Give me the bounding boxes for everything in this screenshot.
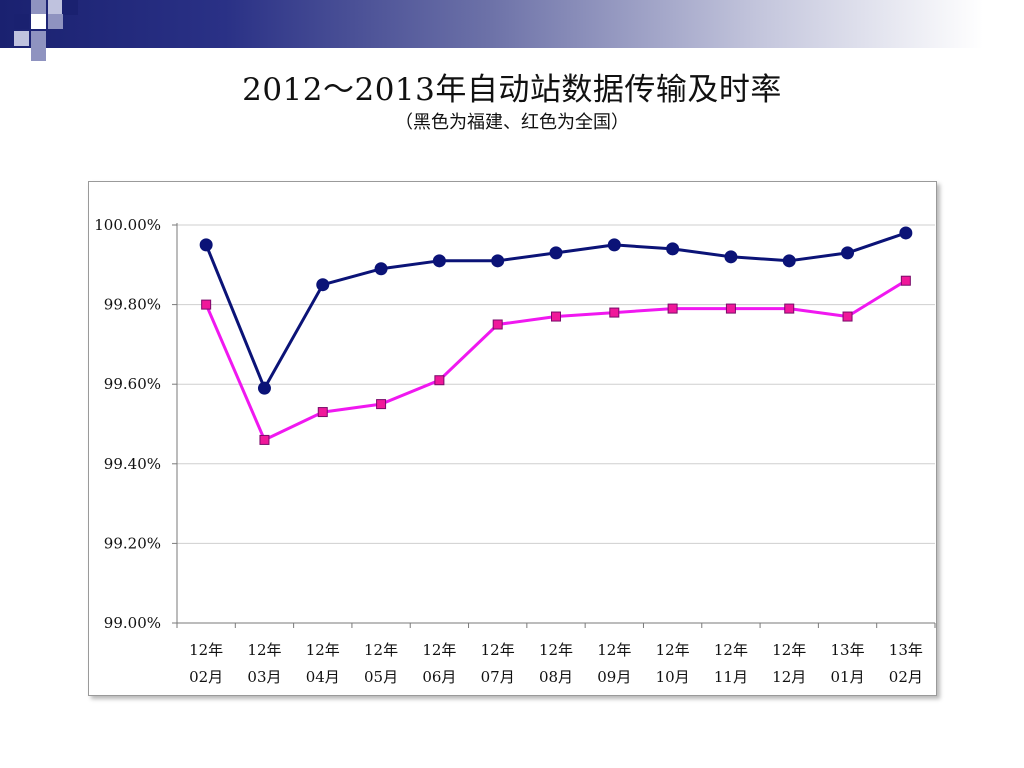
x-tick-label-year: 12年 bbox=[656, 641, 690, 659]
slide-title: 2012～2013年自动站数据传输及时率 bbox=[242, 72, 782, 108]
series-1-point bbox=[199, 238, 213, 252]
series-2-point bbox=[609, 307, 620, 318]
series-2-point bbox=[201, 299, 212, 310]
series-2-point bbox=[259, 434, 270, 445]
slide-subtitle: （黑色为福建、红色为全国） bbox=[395, 112, 629, 133]
series-1-point bbox=[257, 381, 271, 395]
x-tick-label-month: 02月 bbox=[189, 668, 223, 686]
x-tick-label-month: 08月 bbox=[539, 668, 573, 686]
series-1-point bbox=[724, 250, 738, 264]
series-1-point bbox=[549, 246, 563, 260]
x-tick-label-year: 12年 bbox=[247, 641, 281, 659]
header-band bbox=[0, 0, 1024, 48]
series-1-point bbox=[491, 254, 505, 268]
series-2-point bbox=[434, 375, 445, 386]
series-2-point bbox=[376, 399, 387, 410]
y-tick-label: 99.60% bbox=[104, 375, 161, 393]
x-tick-label-year: 12年 bbox=[306, 641, 340, 659]
series-1-point bbox=[432, 254, 446, 268]
x-tick-label-year: 13年 bbox=[889, 641, 923, 659]
series-1-point bbox=[782, 254, 796, 268]
x-tick-label-month: 09月 bbox=[597, 668, 631, 686]
series-2-point bbox=[842, 311, 853, 322]
y-tick-label: 100.00% bbox=[94, 216, 161, 234]
x-tick-label-year: 12年 bbox=[714, 641, 748, 659]
x-tick-label-year: 12年 bbox=[772, 641, 806, 659]
x-tick-label-month: 04月 bbox=[306, 668, 340, 686]
series-1-point bbox=[899, 226, 913, 240]
x-tick-label-year: 12年 bbox=[364, 641, 398, 659]
x-tick-label-month: 01月 bbox=[830, 668, 864, 686]
chart-frame: 99.00% 99.20% 99.40% 99.60% 99.80% 100.00% 12年… bbox=[88, 181, 937, 696]
series-1-point bbox=[316, 278, 330, 292]
series-1-point bbox=[666, 242, 680, 256]
series-2-point bbox=[784, 303, 795, 314]
y-tick-label: 99.40% bbox=[104, 455, 161, 473]
x-tick-label-month: 03月 bbox=[247, 668, 281, 686]
x-tick-label-year: 12年 bbox=[481, 641, 515, 659]
series-2-point bbox=[317, 407, 328, 418]
x-tick-label-month: 05月 bbox=[364, 668, 398, 686]
x-tick-label-month: 10月 bbox=[656, 668, 690, 686]
x-tick-label-month: 12月 bbox=[772, 668, 806, 686]
series-1-point bbox=[374, 262, 388, 276]
series-1-point bbox=[841, 246, 855, 260]
x-tick-label-month: 02月 bbox=[889, 668, 923, 686]
series-1-point bbox=[607, 238, 621, 252]
series-2-point bbox=[900, 275, 911, 286]
series-2-point bbox=[725, 303, 736, 314]
x-tick-label-year: 13年 bbox=[830, 641, 864, 659]
x-tick-label-year: 12年 bbox=[597, 641, 631, 659]
x-tick-label-month: 11月 bbox=[714, 668, 748, 686]
x-tick-label-year: 12年 bbox=[539, 641, 573, 659]
series-2-point bbox=[492, 319, 503, 330]
x-tick-label-month: 06月 bbox=[422, 668, 456, 686]
y-tick-label: 99.80% bbox=[104, 296, 161, 314]
x-tick-label-year: 12年 bbox=[189, 641, 223, 659]
x-tick-label-year: 12年 bbox=[422, 641, 456, 659]
series-2-point bbox=[551, 311, 561, 322]
x-tick-label-month: 07月 bbox=[481, 668, 515, 686]
line-chart: 99.00% 99.20% 99.40% 99.60% 99.80% 100.00% 12年… bbox=[94, 216, 936, 686]
y-tick-label: 99.00% bbox=[104, 614, 161, 632]
series-2-point bbox=[667, 303, 678, 314]
y-tick-label: 99.20% bbox=[104, 534, 161, 552]
